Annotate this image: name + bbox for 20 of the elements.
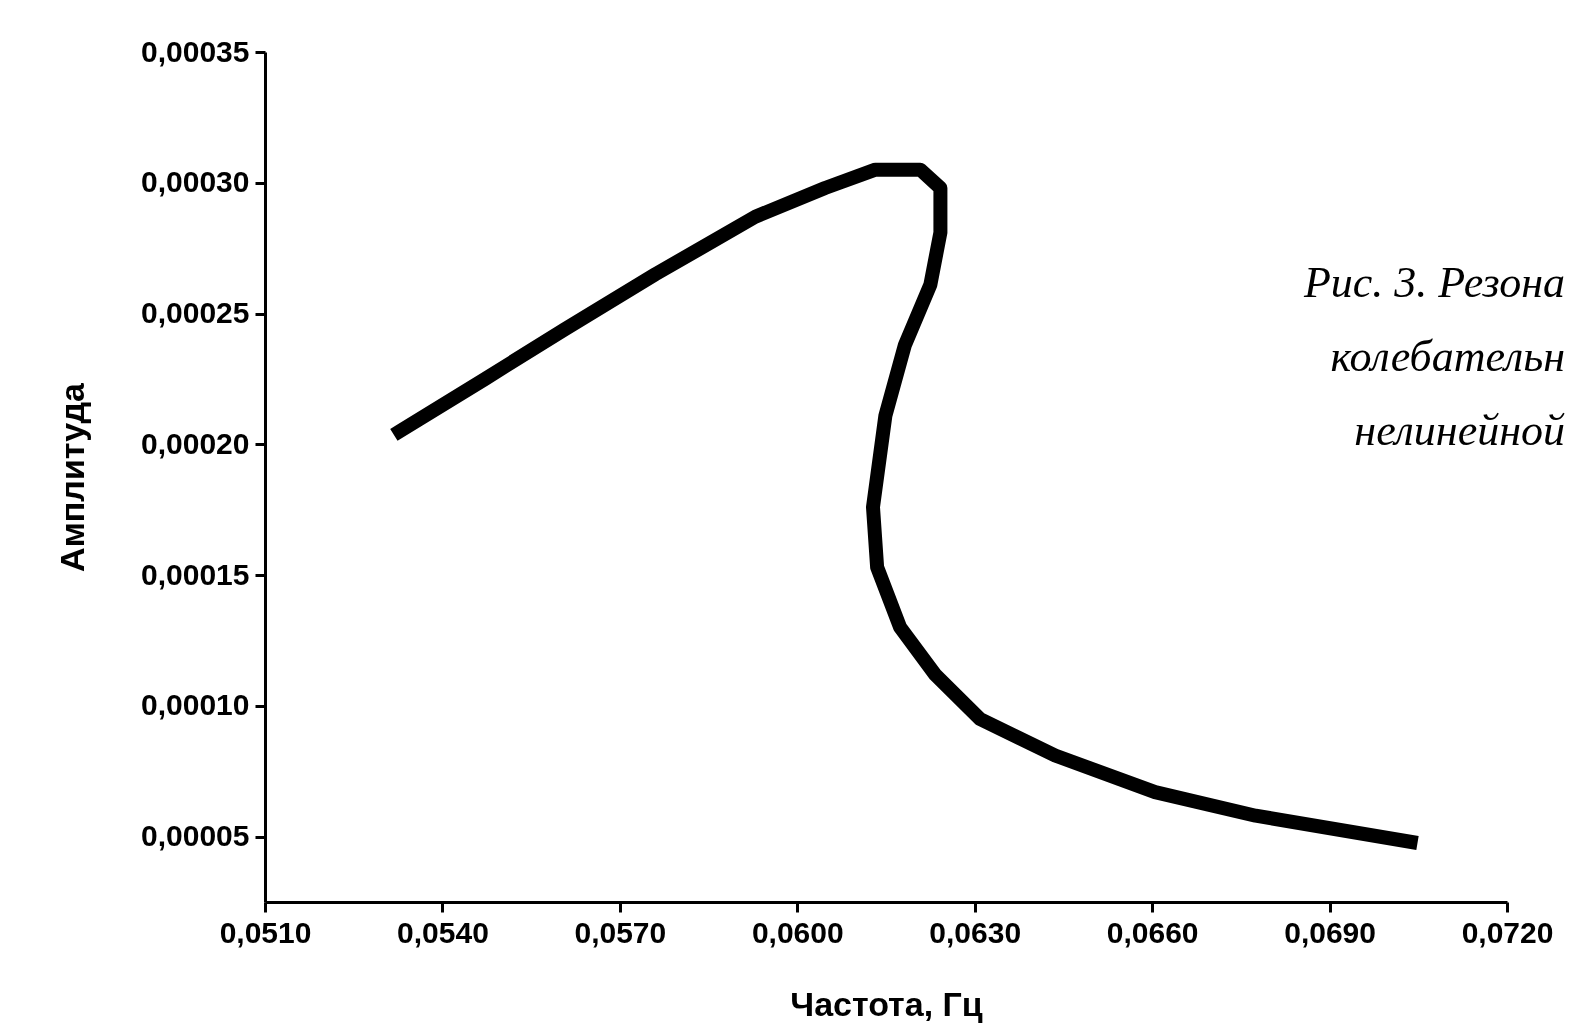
- annotation: колебательн: [1330, 332, 1565, 381]
- x-tick-label: 0,0660: [1106, 915, 1199, 949]
- y-tick-label: 0,00015: [141, 557, 250, 591]
- x-tick-label: 0,0570: [574, 915, 667, 949]
- x-tick-label: 0,0690: [1284, 915, 1376, 949]
- x-tick-label: 0,0600: [751, 915, 844, 949]
- x-tick-label: 0,0510: [219, 915, 312, 949]
- y-tick-label: 0,00005: [141, 819, 250, 853]
- x-tick-label: 0,0630: [929, 915, 1022, 949]
- y-tick-label: 0,00010: [141, 688, 250, 722]
- annotation: Рис. 3. Резона: [1302, 258, 1565, 307]
- y-tick-label: 0,00020: [141, 426, 250, 460]
- y-tick-label: 0,00025: [141, 296, 250, 330]
- x-tick-label: 0,0540: [397, 915, 489, 949]
- annotation: нелинейной: [1354, 406, 1565, 455]
- x-tick-label: 0,0720: [1461, 915, 1554, 949]
- y-axis-title: Амплитуда: [53, 382, 92, 572]
- y-tick-label: 0,00035: [141, 34, 250, 68]
- x-axis-title: Частота, Гц: [790, 984, 983, 1023]
- y-tick-label: 0,00030: [141, 165, 250, 199]
